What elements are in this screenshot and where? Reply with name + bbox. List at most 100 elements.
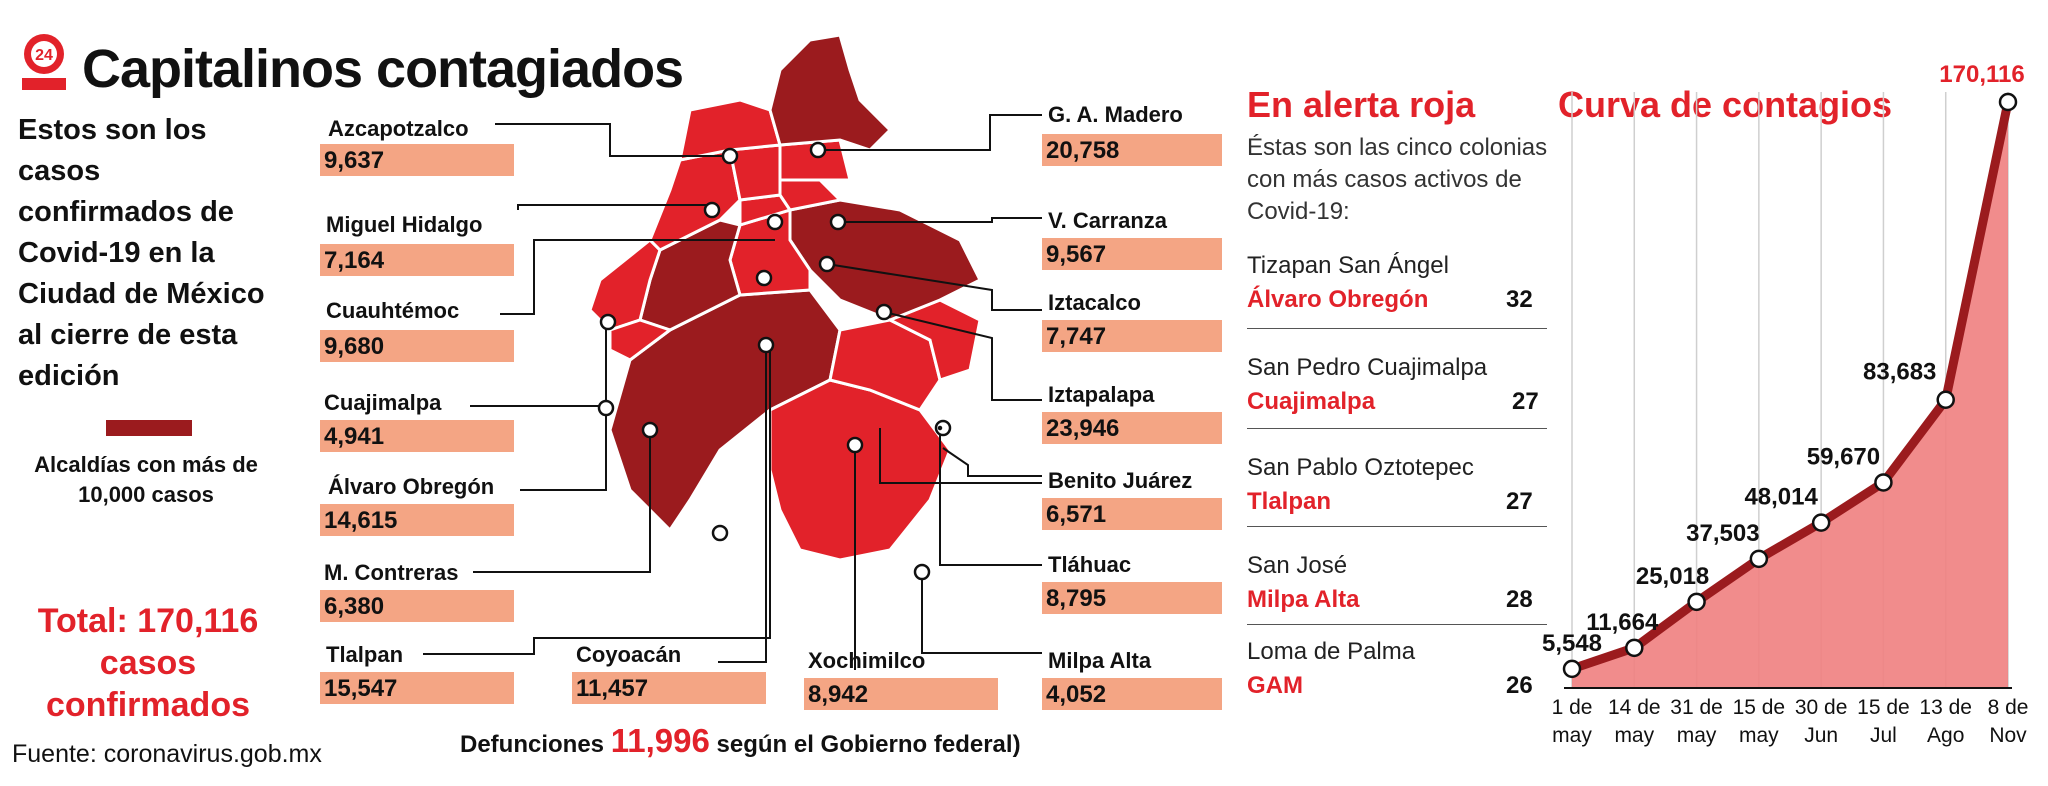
data-point bbox=[1625, 638, 1644, 658]
colonia-cases: 27 bbox=[1506, 488, 1533, 515]
logo-number: 24 bbox=[35, 47, 53, 64]
deaths-prefix: Defunciones bbox=[460, 731, 605, 758]
series-line bbox=[1570, 101, 2013, 674]
value-tlalpan: 15,547 bbox=[320, 672, 514, 704]
value-cuauhtemoc: 9,680 bbox=[320, 330, 514, 362]
value-carranza: 9,567 bbox=[1042, 238, 1222, 270]
divider bbox=[1247, 328, 1547, 329]
legend-swatch bbox=[106, 420, 192, 436]
x-tick-label: may bbox=[1614, 724, 1654, 747]
x-tick-label: Ago bbox=[1927, 724, 1964, 747]
label-benito-juarez: Benito Juárez bbox=[1048, 468, 1193, 493]
label-alvaro-obregon: Álvaro Obregón bbox=[328, 474, 495, 499]
value-gam: 20,758 bbox=[1042, 134, 1222, 166]
dot-alvaro-obregon bbox=[597, 399, 615, 417]
data-point bbox=[1562, 659, 1582, 679]
value-milpa-alta: 4,052 bbox=[1042, 678, 1222, 710]
colonia-alcaldia: GAM bbox=[1247, 672, 1303, 699]
data-point bbox=[1998, 92, 2018, 112]
colonia-cases: 32 bbox=[1506, 286, 1533, 313]
divider bbox=[1247, 526, 1547, 527]
value-alvaro-obregon: 14,615 bbox=[320, 504, 514, 536]
label-gam: G. A. Madero bbox=[1048, 102, 1183, 127]
data-label: 25,018 bbox=[1636, 563, 1709, 590]
label-miguel-hidalgo: Miguel Hidalgo bbox=[326, 212, 483, 237]
dot-benito-extra bbox=[755, 269, 773, 287]
dot-contreras bbox=[641, 421, 659, 439]
x-tick-label: Nov bbox=[1989, 724, 2027, 747]
x-tick-label: 31 de bbox=[1670, 696, 1723, 719]
dot-xochimilco bbox=[846, 436, 864, 454]
value-tlahuac: 8,795 bbox=[1042, 582, 1222, 614]
deaths-value: 11,996 bbox=[610, 722, 710, 759]
source-prefix: Fuente: bbox=[12, 740, 97, 768]
value-iztapalapa: 23,946 bbox=[1042, 412, 1222, 444]
data-label: 170,116 bbox=[1939, 61, 2024, 88]
colonia-name: San Pedro Cuajimalpa bbox=[1247, 354, 1488, 381]
dot-coyoacan bbox=[757, 336, 775, 354]
colonia-cases: 28 bbox=[1506, 586, 1533, 613]
x-tick-label: 8 de bbox=[1988, 696, 2029, 719]
colonia-name: Tizapan San Ángel bbox=[1247, 252, 1449, 279]
data-label: 59,670 bbox=[1807, 443, 1880, 470]
x-tick-label: Jul bbox=[1870, 724, 1897, 747]
data-label: 48,014 bbox=[1744, 484, 1818, 511]
dot-cuauhtemoc bbox=[766, 213, 784, 231]
map-gam bbox=[768, 33, 893, 152]
label-milpa-alta: Milpa Alta bbox=[1048, 648, 1152, 673]
x-tick-label: 15 de bbox=[1733, 696, 1786, 719]
colonia-alcaldia: Álvaro Obregón bbox=[1247, 286, 1429, 313]
label-carranza: V. Carranza bbox=[1048, 208, 1168, 233]
legend-label: Alcaldías con más de 10,000 casos bbox=[34, 452, 258, 507]
x-tick-label: 15 de bbox=[1857, 696, 1910, 719]
value-xochimilco: 8,942 bbox=[804, 678, 998, 710]
x-tick-label: Jun bbox=[1804, 724, 1838, 747]
label-contreras: M. Contreras bbox=[324, 560, 459, 585]
data-label: 37,503 bbox=[1686, 520, 1759, 547]
source: Fuente: coronavirus.gob.mx bbox=[12, 740, 322, 769]
dot-carranza bbox=[829, 213, 847, 231]
label-tlahuac: Tláhuac bbox=[1048, 552, 1132, 577]
area-fill bbox=[1572, 102, 2008, 688]
colonia-name: Loma de Palma bbox=[1247, 638, 1416, 665]
dot-cuajimalpa bbox=[599, 313, 617, 331]
x-tick-label: 30 de bbox=[1795, 696, 1848, 719]
x-tick-label: may bbox=[1677, 724, 1717, 747]
colonia-name: San José bbox=[1247, 552, 1348, 579]
data-point bbox=[1811, 513, 1831, 532]
label-azcapotzalco: Azcapotzalco bbox=[328, 116, 469, 141]
page-title: Capitalinos contagiados bbox=[82, 39, 684, 99]
map-contreras bbox=[608, 318, 674, 362]
divider bbox=[1247, 428, 1547, 429]
label-iztapalapa: Iztapalapa bbox=[1048, 382, 1155, 407]
label-tlalpan: Tlalpan bbox=[326, 642, 404, 667]
dot-iztacalco bbox=[818, 255, 836, 273]
dot-gam bbox=[809, 141, 827, 159]
colonia-cases: 26 bbox=[1506, 672, 1533, 699]
dot-tlalpan bbox=[711, 524, 729, 542]
colonia-alcaldia: Tlalpan bbox=[1247, 488, 1332, 515]
data-label: 83,683 bbox=[1863, 359, 1936, 386]
cdmx-map bbox=[588, 33, 983, 562]
value-miguel-hidalgo: 7,164 bbox=[320, 244, 514, 276]
value-contreras: 6,380 bbox=[320, 590, 514, 622]
label-cuajimalpa: Cuajimalpa bbox=[324, 390, 442, 415]
divider bbox=[1247, 624, 1547, 625]
deaths-note: Defunciones 11,996 según el Gobierno fed… bbox=[460, 722, 1021, 760]
value-coyoacan: 11,457 bbox=[572, 672, 766, 704]
data-point bbox=[1687, 592, 1706, 612]
chart-title: Curva de contagios bbox=[1558, 84, 1893, 125]
value-cuajimalpa: 4,941 bbox=[320, 420, 514, 452]
value-azcapotzalco: 9,637 bbox=[320, 144, 514, 176]
deaths-suffix: según el Gobierno federal) bbox=[716, 731, 1021, 758]
x-tick-label: may bbox=[1739, 724, 1779, 747]
x-tick-label: 14 de bbox=[1608, 696, 1661, 719]
alert-title: En alerta roja bbox=[1247, 84, 1476, 125]
data-label: 5,548 bbox=[1542, 630, 1602, 657]
x-tick-label: 13 de bbox=[1919, 696, 1972, 719]
colonia-alcaldia: Milpa Alta bbox=[1247, 586, 1360, 613]
data-point bbox=[1936, 390, 1955, 409]
source-value: coronavirus.gob.mx bbox=[103, 740, 322, 768]
